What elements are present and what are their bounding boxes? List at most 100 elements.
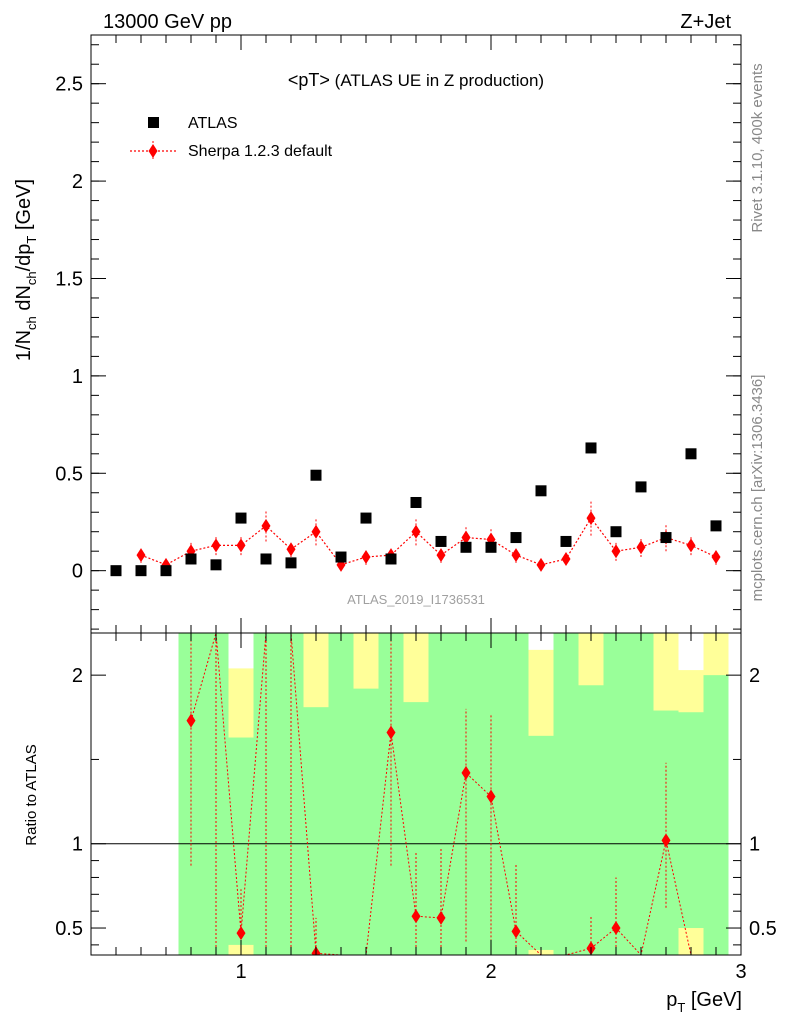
sherpa-point [611,544,621,559]
rivet-version-label: Rivet 3.1.10, 400k events [749,63,766,232]
ratio-y-tick-label-right: 1 [749,834,760,856]
ratio-sherpa-point [486,789,496,804]
ratio-inner-band [378,633,404,955]
sherpa-point [711,550,721,565]
sherpa-point [461,530,471,545]
ratio-sherpa-point [461,765,471,780]
ratio-sherpa-point [186,713,196,728]
atlas-point [410,496,422,508]
ratio-inner-band [553,633,579,955]
atlas-point [460,541,472,553]
x-tick-label: 1 [235,961,246,983]
atlas-point [235,512,247,524]
ratio-sherpa-point [611,921,621,936]
x-axis-label: pT [GeV] [666,989,742,1015]
ratio-sherpa-point [411,909,421,924]
main-series [110,442,722,577]
sherpa-point [411,524,421,539]
header-left: 13000 GeV pp [103,11,232,33]
chart-title: <pT> (ATLAS UE in Z production) [288,70,544,90]
main-y-tick-label: 1 [72,366,83,388]
ratio-inner-band [453,633,479,955]
atlas-point [535,485,547,497]
sherpa-point [211,538,221,553]
ratio-inner-band [328,633,354,955]
sherpa-point [511,548,521,563]
ratio-sherpa-point [386,725,396,740]
legend-marker-atlas [148,117,159,128]
ratio-y-tick-label: 0.5 [55,918,83,940]
ratio-inner-band [628,633,654,955]
atlas-point [285,557,297,569]
ratio-inner-band [653,710,679,955]
ratio-sherpa-point [511,924,521,939]
sherpa-point [136,548,146,563]
chart-title-sub: (ATLAS UE in Z production) [335,71,544,90]
ratio-sherpa-point [661,833,671,848]
main-y-tick-label: 1.5 [55,268,83,290]
sherpa-point [536,557,546,572]
atlas-point [310,469,322,481]
atlas-point [160,565,172,577]
atlas-point [110,565,122,577]
sherpa-point [261,518,271,533]
atlas-point [435,535,447,547]
atlas-point [360,512,372,524]
sherpa-point [686,538,696,553]
atlas-point [260,553,272,565]
atlas-point [585,442,597,454]
main-y-tick-label: 2.5 [55,74,83,96]
atlas-point [610,526,622,538]
main-panel: 0 0.5 1 1.5 2 2.5 13000 GeV pp Z+Jet <pT> (AT… [13,11,742,634]
sherpa-point [436,548,446,563]
ratio-y-tick-label: 1 [72,834,83,856]
legend-marker-sherpa [148,144,158,158]
ratio-sherpa-point [436,910,446,925]
atlas-point [660,532,672,544]
ratio-inner-band [353,688,379,955]
ratio-inner-band [578,685,604,955]
x-tick-label: 3 [735,961,746,983]
ratio-y-axis-label: Ratio to ATLAS [23,744,40,845]
sherpa-line [140,517,717,566]
atlas-point [560,535,572,547]
mcplots-label: mcplots.cern.ch [arXiv:1306.3436] [749,375,766,602]
atlas-point [685,448,697,460]
ratio-band-gap [528,633,554,650]
ratio-inner-band [178,633,204,955]
main-axis-ticks: 0 0.5 1 1.5 2 2.5 [55,35,741,633]
ratio-series [186,633,716,955]
atlas-point [510,532,522,544]
atlas-point [635,481,647,493]
legend-label-sherpa: Sherpa 1.2.3 default [188,143,333,160]
x-tick-label: 2 [485,961,496,983]
analysis-watermark: ATLAS_2019_I1736531 [347,592,485,607]
sherpa-point [311,524,321,539]
sherpa-point [636,540,646,555]
ratio-axis-ticks: 0.5 0.5 1 1 2 2 1 2 3 [55,633,777,983]
ratio-uncertainty-bands [178,633,729,955]
header-right: Z+Jet [680,11,731,33]
legend: ATLAS Sherpa 1.2.3 default [130,115,333,161]
atlas-point [135,565,147,577]
main-y-tick-label: 0.5 [55,463,83,485]
sherpa-point [286,542,296,557]
legend-label-atlas: ATLAS [188,115,238,132]
ratio-clipped-group [186,633,716,955]
ratio-inner-band [678,712,704,955]
ratio-sherpa-line [190,633,716,955]
ratio-y-tick-label: 2 [72,665,83,687]
atlas-point [485,541,497,553]
atlas-point [210,559,222,571]
atlas-point [385,553,397,565]
ratio-inner-band [703,675,729,955]
sherpa-point [236,538,246,553]
sherpa-point [586,511,596,526]
y-axis-label: 1/Nch dNch/dpT [GeV] [13,179,39,361]
ratio-y-tick-label-right: 0.5 [749,918,777,940]
ratio-y-tick-label-right: 2 [749,665,760,687]
main-y-tick-label: 2 [72,171,83,193]
sherpa-point [361,550,371,565]
atlas-point [185,553,197,565]
